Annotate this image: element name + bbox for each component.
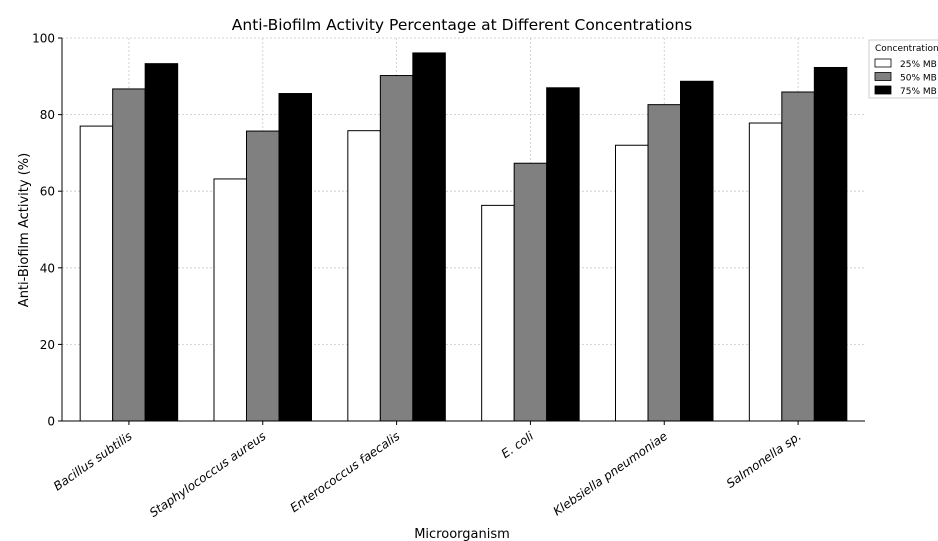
y-tick-label: 0: [47, 415, 55, 429]
bar: [278, 93, 312, 422]
legend-label: 50% MB: [900, 74, 937, 84]
x-ticks: Bacillus subtilis Staphylococcus aureus En…: [51, 421, 804, 520]
bar: [680, 80, 714, 422]
grid-lines: [62, 37, 865, 422]
x-tick-label: Salmonella sp.: [724, 429, 804, 491]
bar: [246, 130, 280, 422]
bar: [79, 125, 114, 422]
bar: [813, 66, 848, 422]
y-tick-label: 60: [40, 185, 55, 199]
y-tick-label: 100: [32, 32, 55, 46]
bar: [748, 122, 783, 422]
bar: [144, 63, 179, 422]
bar: [112, 88, 146, 422]
bar: [546, 87, 580, 422]
legend-label: 75% MB: [900, 87, 937, 97]
x-tick-label: E. coli: [499, 429, 537, 461]
legend-swatch: [874, 72, 892, 81]
y-tick-label: 20: [40, 338, 55, 352]
bars: [79, 52, 848, 422]
y-axis-label: Anti-Biofilm Activity (%): [17, 153, 32, 307]
chart-title: Anti-Biofilm Activity Percentage at Diff…: [232, 16, 692, 34]
legend-swatch: [874, 85, 892, 95]
bar: [615, 144, 649, 422]
bar: [647, 104, 681, 422]
legend-title: Concentration: [875, 44, 938, 54]
axes: [61, 38, 865, 422]
x-tick-label: Staphylococcus aureus: [147, 429, 269, 520]
x-tick-label: Klebsiella pneumoniae: [551, 429, 670, 518]
y-tick-label: 80: [40, 108, 55, 122]
bar: [379, 75, 414, 422]
bar: [213, 178, 247, 422]
legend-label: 25% MB: [900, 60, 937, 70]
bar: [781, 91, 815, 422]
x-tick-label: Enterococcus faecalis: [288, 429, 403, 515]
y-ticks: 0 20 40 60 80 100: [32, 32, 62, 429]
bar: [412, 52, 446, 422]
bar: [481, 204, 515, 422]
bar: [347, 130, 381, 422]
x-axis-label: Microorganism: [414, 527, 510, 541]
y-tick-label: 40: [40, 261, 55, 275]
bar: [513, 162, 548, 422]
legend: Concentration 25% MB 50% MB 75% MB: [868, 39, 938, 99]
legend-swatch: [874, 58, 892, 68]
x-tick-label: Bacillus subtilis: [51, 429, 135, 493]
